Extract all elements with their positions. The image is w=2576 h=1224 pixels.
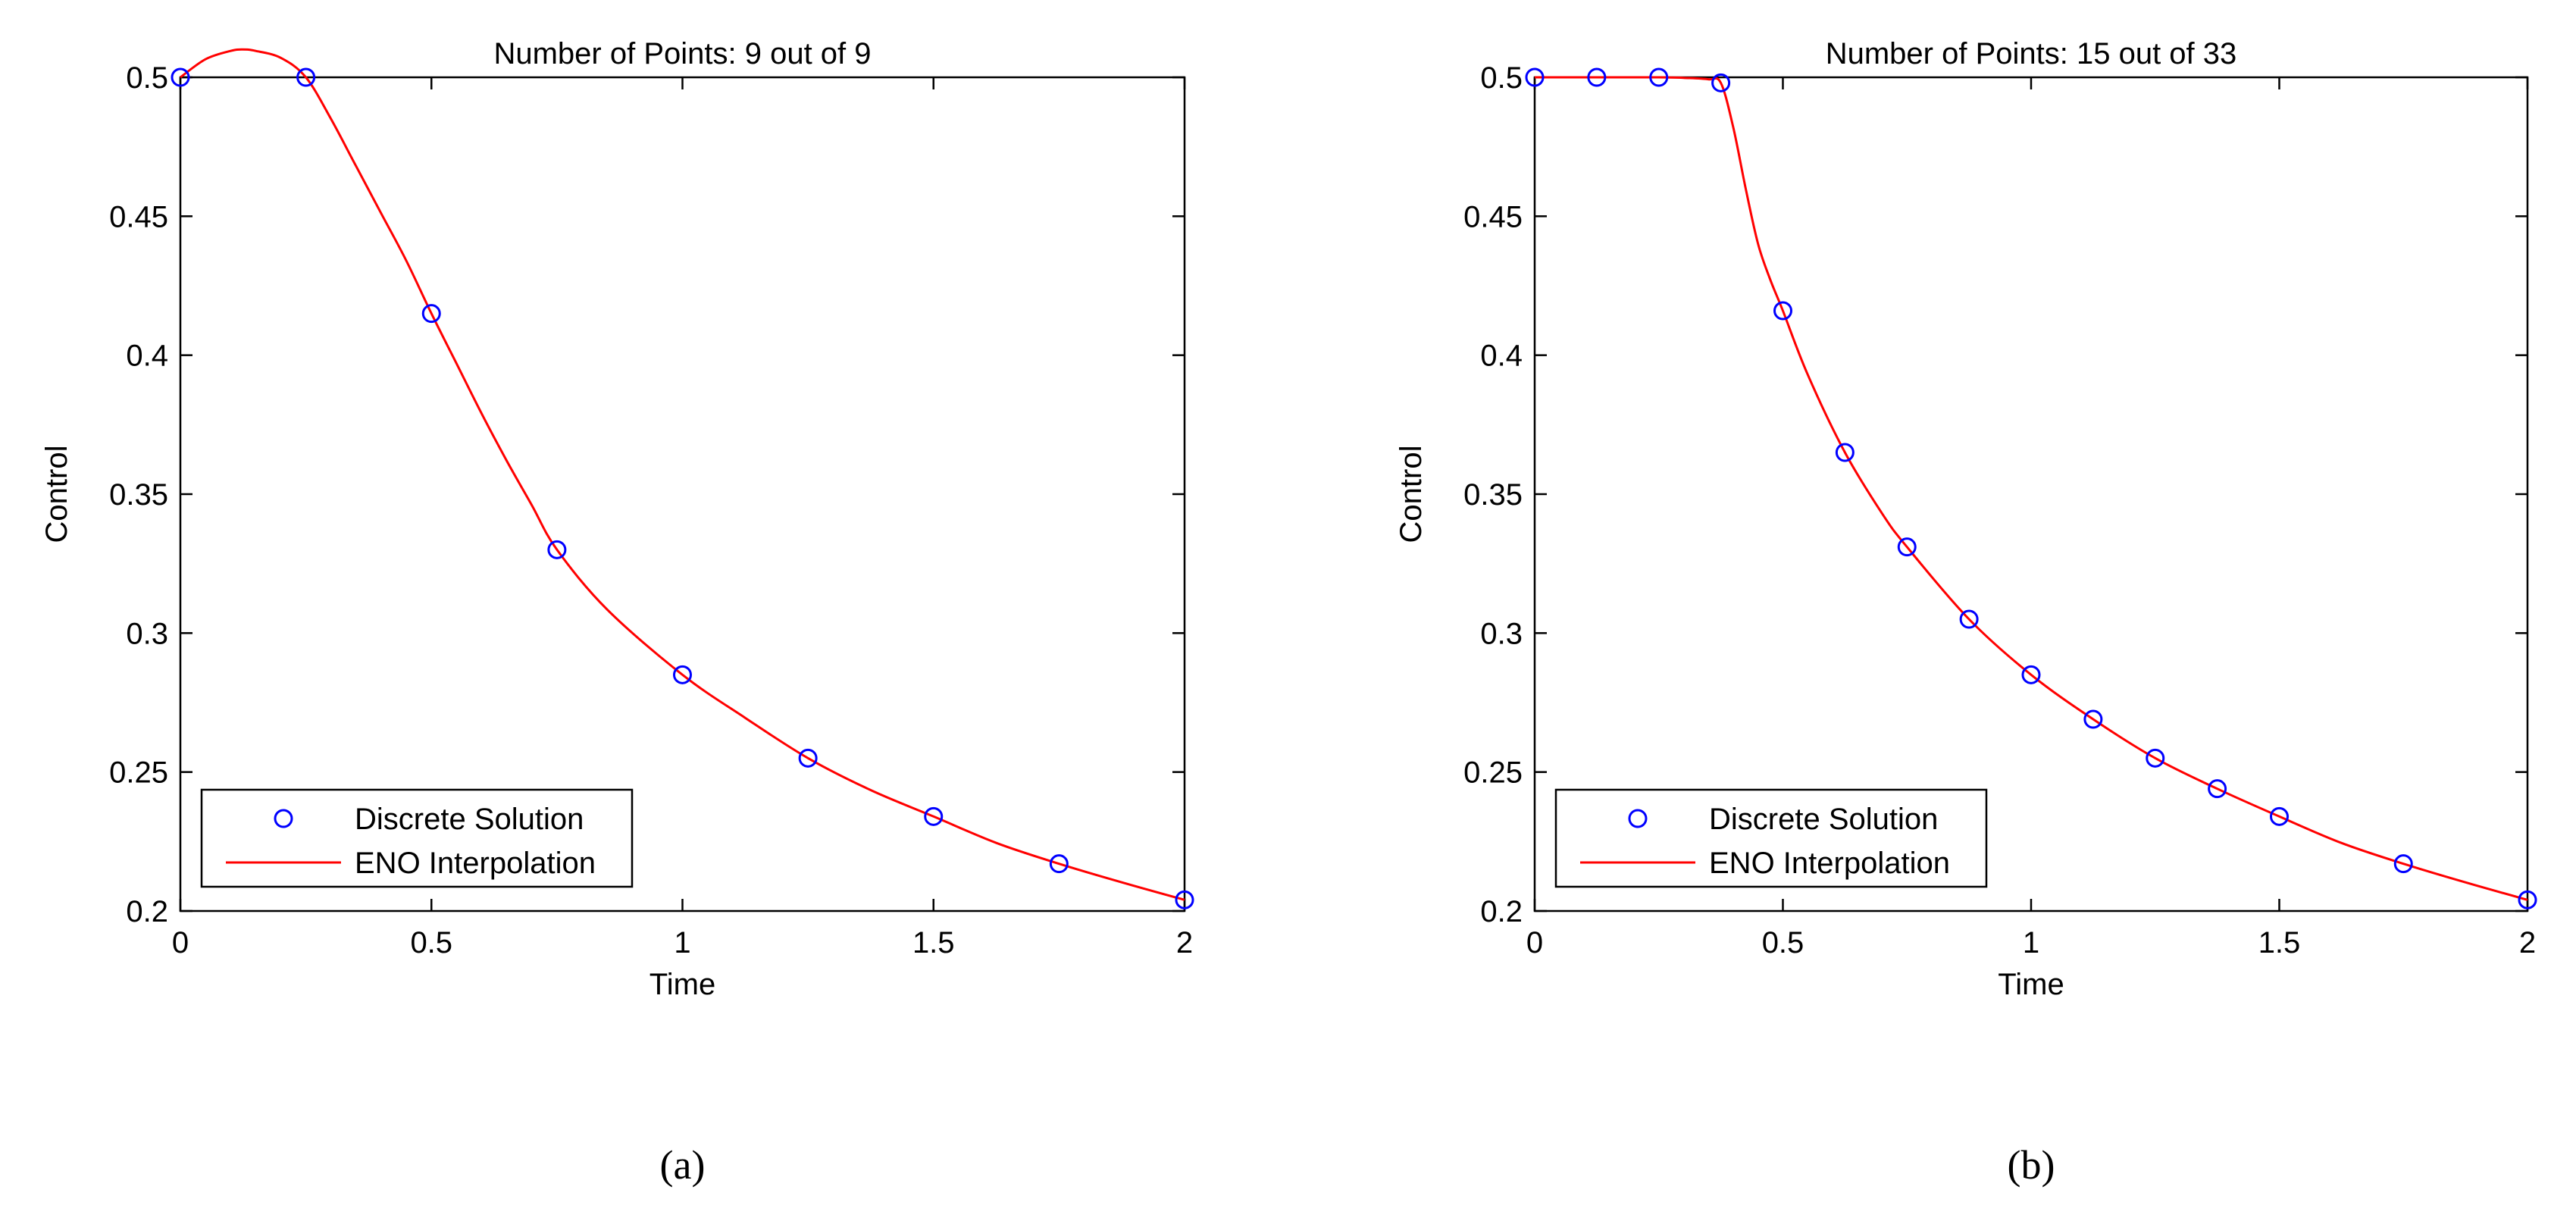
panel-b-discrete-solution-point <box>1773 301 1792 321</box>
panel-b-discrete-solution-point <box>2208 779 2227 799</box>
panel-b-ytick-label: 0.5 <box>1480 61 1523 95</box>
panel-b-ylabel: Control <box>1394 446 1428 543</box>
panel-a-discrete-solution-point <box>547 540 567 559</box>
panel-b-title: Number of Points: 15 out of 33 <box>1826 37 2237 70</box>
panel-b-ticks: 0 0.5 1 1.5 2 0.2 0.25 0.3 0.35 0.4 0.45 0.5 <box>1463 61 2536 959</box>
panel-a-xtick-label: 0 <box>172 926 189 959</box>
panel-b-discrete-solution-point <box>2270 806 2289 826</box>
panel-b-legend: Discrete Solution ENO Interpolation <box>1554 788 1988 888</box>
panel-a-legend-box <box>200 788 634 888</box>
panel-b-chart: Number of Points: 15 out of 33 Time Cont… <box>1394 37 2537 1188</box>
panel-b-discrete-solution-point <box>1711 73 1731 92</box>
panel-a-xtick-label: 2 <box>1176 926 1193 959</box>
panel-a-ticks: 0 0.5 1 1.5 2 0.2 0.25 0.3 0.35 0.4 0.45 0.5 <box>109 61 1193 959</box>
panel-b-discrete-solution-point <box>1959 609 1979 629</box>
panel-b-ytick-label: 0.3 <box>1480 617 1523 650</box>
panel-a-discrete-solution-point <box>924 806 944 826</box>
panel-b-xtick-label: 1.5 <box>2258 926 2301 959</box>
panel-b-axes-box <box>1533 76 2529 913</box>
panel-b-legend-marker-discrete-solution <box>1628 809 1648 828</box>
panel-b-ytick-label: 0.4 <box>1480 340 1523 373</box>
panel-a-caption: (a) <box>660 1142 706 1188</box>
panel-b-ytick-label: 0.25 <box>1463 756 1523 790</box>
panel-a-ytick-label: 0.5 <box>126 61 168 95</box>
panel-b-discrete-solution-point <box>2146 748 2165 768</box>
panel-a-axes-box <box>179 76 1186 913</box>
panel-a-discrete-solution-point <box>1175 890 1194 909</box>
panel-a-discrete-solution-point <box>421 304 441 324</box>
panel-b-xlabel: Time <box>1998 968 2064 1001</box>
panel-b-ytick-label: 0.35 <box>1463 478 1523 512</box>
panel-b-xtick-label: 1 <box>2023 926 2039 959</box>
panel-a-xtick-label: 0.5 <box>410 926 452 959</box>
panel-a-discrete-solution-point <box>171 67 190 87</box>
panel-a-discrete-solution-point <box>1049 854 1069 874</box>
panel-b-discrete-solution-point <box>1649 67 1669 87</box>
panel-a-legend-marker-discrete-solution <box>274 809 293 828</box>
panel-b-discrete-solution-point <box>1587 67 1607 87</box>
panel-a-ylabel: Control <box>40 446 74 543</box>
panel-a-ytick-label: 0.35 <box>109 478 168 512</box>
panel-b-discrete-solution-point <box>1897 537 1917 557</box>
panel-a-discrete-solution-point <box>673 665 692 684</box>
panel-a-xlabel: Time <box>649 968 715 1001</box>
panel-a-legend-label-eno-interpolation: ENO Interpolation <box>355 847 596 880</box>
panel-b-eno-interpolation-line <box>1535 76 2528 901</box>
panel-a-discrete-solution-point <box>798 748 818 768</box>
panel-a-ytick-label: 0.4 <box>126 340 168 373</box>
panel-a-chart: Number of Points: 9 out of 9 Time Contro… <box>40 37 1194 1188</box>
panel-b-legend-label-discrete-solution: Discrete Solution <box>1709 803 1938 836</box>
panel-b-plot-area <box>1525 67 2537 913</box>
panel-a-legend-label-discrete-solution: Discrete Solution <box>355 803 584 836</box>
panel-b-discrete-solution-point <box>2083 709 2103 729</box>
panel-a-ytick-label: 0.45 <box>109 200 168 233</box>
panel-b-caption: (b) <box>2008 1142 2055 1188</box>
panel-a-eno-interpolation-line <box>180 48 1185 901</box>
panel-a-xtick-label: 1.5 <box>912 926 955 959</box>
panel-a-title: Number of Points: 9 out of 9 <box>493 37 871 70</box>
panel-b-xtick-label: 0.5 <box>1762 926 1804 959</box>
panel-a-plot-area <box>171 48 1194 913</box>
panel-b-ytick-label: 0.45 <box>1463 200 1523 233</box>
panel-a-legend: Discrete Solution ENO Interpolation <box>200 788 634 888</box>
panel-b-discrete-solution-point <box>1525 67 1545 87</box>
panel-a-xtick-label: 1 <box>674 926 690 959</box>
panel-a-ytick-label: 0.3 <box>126 617 168 650</box>
panel-a-discrete-solution-point <box>296 67 316 87</box>
panel-b-xtick-label: 2 <box>2519 926 2536 959</box>
panel-b-legend-box <box>1554 788 1988 888</box>
panel-b-discrete-solution-point <box>2021 665 2041 684</box>
panel-b-ytick-label: 0.2 <box>1480 895 1523 928</box>
panel-b-xtick-label: 0 <box>1526 926 1543 959</box>
panel-b-discrete-solution-point <box>1835 443 1855 462</box>
panel-a-ytick-label: 0.2 <box>126 895 168 928</box>
panel-b-discrete-solution-point <box>2518 890 2537 909</box>
panel-a-ytick-label: 0.25 <box>109 756 168 790</box>
panel-b-discrete-solution-point <box>2393 854 2413 874</box>
panel-b-legend-label-eno-interpolation: ENO Interpolation <box>1709 847 1950 880</box>
